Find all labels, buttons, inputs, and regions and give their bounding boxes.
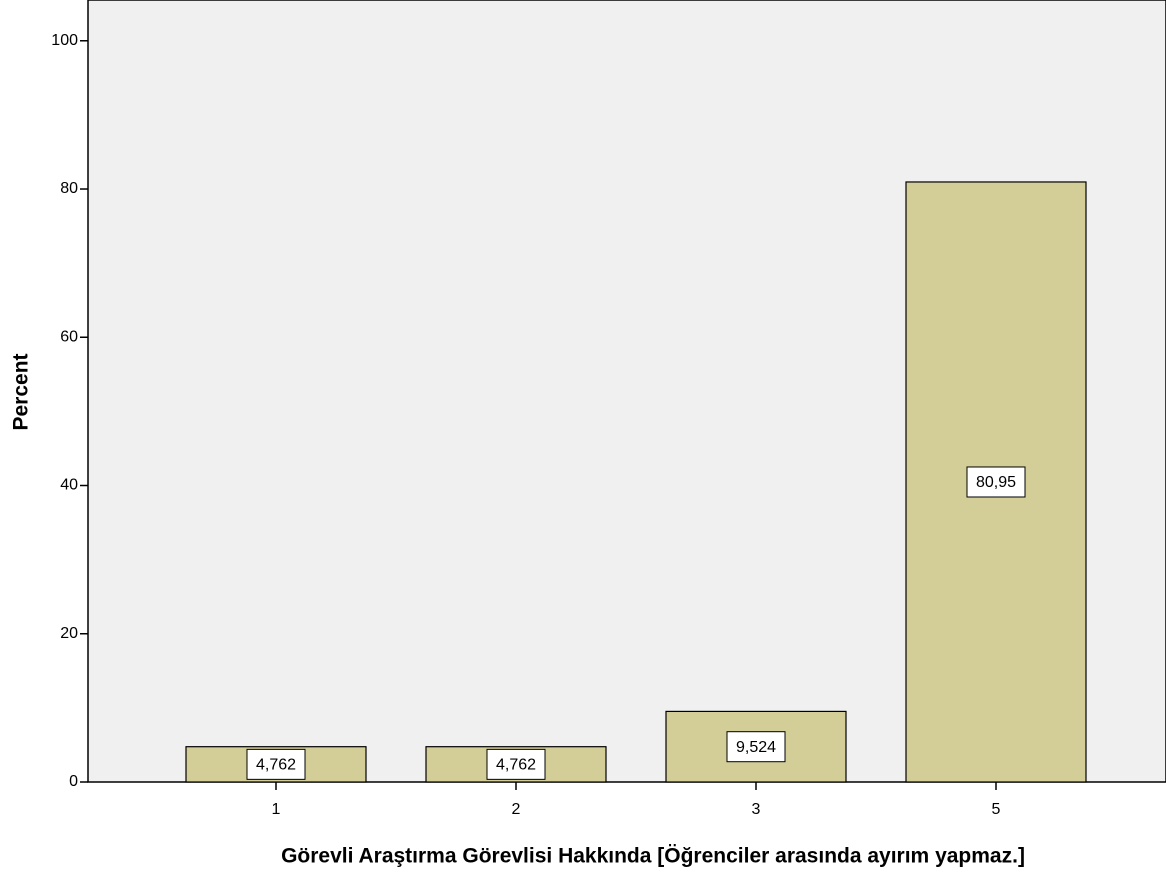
y-tick-label: 60 xyxy=(60,328,78,345)
value-label-box xyxy=(726,731,786,763)
x-tick-label: 5 xyxy=(992,801,1001,818)
value-label-box xyxy=(246,748,306,780)
x-tick-label: 1 xyxy=(272,801,281,818)
y-tick-label: 100 xyxy=(51,32,78,49)
value-label: 80,95 xyxy=(976,474,1016,491)
x-tick-label: 2 xyxy=(512,801,521,818)
y-tick-label: 0 xyxy=(69,773,78,790)
value-label: 9,524 xyxy=(736,739,776,756)
y-tick-label: 20 xyxy=(60,625,78,642)
value-label: 4,762 xyxy=(256,757,296,774)
value-label-box xyxy=(966,466,1026,498)
y-tick-label: 80 xyxy=(60,180,78,197)
value-label-box xyxy=(486,748,546,780)
x-axis-title: Görevli Araştırma Görevlisi Hakkında [Öğ… xyxy=(281,845,1025,868)
y-axis-title: Percent xyxy=(10,353,33,430)
value-label: 4,762 xyxy=(496,757,536,774)
y-tick-label: 40 xyxy=(60,477,78,494)
x-tick-label: 3 xyxy=(752,801,761,818)
